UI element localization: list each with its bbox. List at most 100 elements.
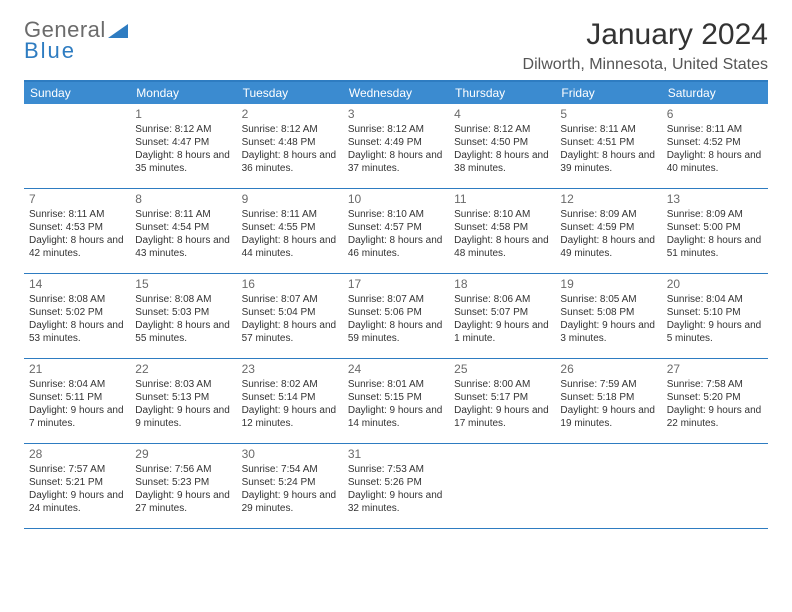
daylight-text: Daylight: 9 hours and 12 minutes. xyxy=(242,405,338,431)
sunrise-text: Sunrise: 8:04 AM xyxy=(29,379,125,392)
day-cell: 8Sunrise: 8:11 AMSunset: 4:54 PMDaylight… xyxy=(130,189,236,273)
sunrise-text: Sunrise: 8:05 AM xyxy=(560,294,656,307)
sunset-text: Sunset: 5:03 PM xyxy=(135,307,231,320)
day-number: 2 xyxy=(242,107,338,122)
daylight-text: Daylight: 8 hours and 57 minutes. xyxy=(242,320,338,346)
day-cell: 16Sunrise: 8:07 AMSunset: 5:04 PMDayligh… xyxy=(237,274,343,358)
logo-triangle-icon xyxy=(108,21,130,44)
sunset-text: Sunset: 5:21 PM xyxy=(29,477,125,490)
daylight-text: Daylight: 9 hours and 7 minutes. xyxy=(29,405,125,431)
day-cell: 4 Sunrise: 8:12 AMSunset: 4:50 PMDaylight… xyxy=(449,104,555,188)
day-cell: 28Sunrise: 7:57 AMSunset: 5:21 PMDayligh… xyxy=(24,444,130,528)
day-number: 8 xyxy=(135,192,231,207)
sunset-text: Sunset: 4:50 PM xyxy=(454,137,550,150)
week-row: 14Sunrise: 8:08 AMSunset: 5:02 PMDayligh… xyxy=(24,274,768,359)
day-number: 24 xyxy=(348,362,444,377)
sunrise-text: Sunrise: 7:58 AM xyxy=(667,379,763,392)
sunrise-text: Sunrise: 8:08 AM xyxy=(135,294,231,307)
daylight-text: Daylight: 9 hours and 24 minutes. xyxy=(29,490,125,516)
day-number: 9 xyxy=(242,192,338,207)
sunset-text: Sunset: 5:14 PM xyxy=(242,392,338,405)
daylight-text: Daylight: 8 hours and 38 minutes. xyxy=(454,150,550,176)
day-number: 26 xyxy=(560,362,656,377)
day-cell: 6Sunrise: 8:11 AMSunset: 4:52 PMDaylight… xyxy=(662,104,768,188)
daylight-text: Daylight: 9 hours and 32 minutes. xyxy=(348,490,444,516)
sunrise-text: Sunrise: 8:12 AM xyxy=(454,124,550,137)
sunrise-text: Sunrise: 8:10 AM xyxy=(454,209,550,222)
day-cell: 31Sunrise: 7:53 AMSunset: 5:26 PMDayligh… xyxy=(343,444,449,528)
day-number: 5 xyxy=(560,107,656,122)
day-number: 10 xyxy=(348,192,444,207)
sunrise-text: Sunrise: 8:03 AM xyxy=(135,379,231,392)
day-number: 16 xyxy=(242,277,338,292)
day-cell: 7Sunrise: 8:11 AMSunset: 4:53 PMDaylight… xyxy=(24,189,130,273)
day-cell: 13Sunrise: 8:09 AMSunset: 5:00 PMDayligh… xyxy=(662,189,768,273)
daylight-text: Daylight: 9 hours and 22 minutes. xyxy=(667,405,763,431)
day-number: 23 xyxy=(242,362,338,377)
day-cell: 21Sunrise: 8:04 AMSunset: 5:11 PMDayligh… xyxy=(24,359,130,443)
day-cell: 22Sunrise: 8:03 AMSunset: 5:13 PMDayligh… xyxy=(130,359,236,443)
sunset-text: Sunset: 5:10 PM xyxy=(667,307,763,320)
sunset-text: Sunset: 5:08 PM xyxy=(560,307,656,320)
day-number: 13 xyxy=(667,192,763,207)
sunrise-text: Sunrise: 8:12 AM xyxy=(135,124,231,137)
sunset-text: Sunset: 4:49 PM xyxy=(348,137,444,150)
sunset-text: Sunset: 5:00 PM xyxy=(667,222,763,235)
sunrise-text: Sunrise: 8:11 AM xyxy=(135,209,231,222)
day-cell: 9Sunrise: 8:11 AMSunset: 4:55 PMDaylight… xyxy=(237,189,343,273)
daylight-text: Daylight: 8 hours and 43 minutes. xyxy=(135,235,231,261)
sunset-text: Sunset: 5:02 PM xyxy=(29,307,125,320)
day-number: 25 xyxy=(454,362,550,377)
daylight-text: Daylight: 8 hours and 39 minutes. xyxy=(560,150,656,176)
sunrise-text: Sunrise: 8:00 AM xyxy=(454,379,550,392)
day-number: 19 xyxy=(560,277,656,292)
day-number: 12 xyxy=(560,192,656,207)
day-cell: 20Sunrise: 8:04 AMSunset: 5:10 PMDayligh… xyxy=(662,274,768,358)
sunrise-text: Sunrise: 8:07 AM xyxy=(348,294,444,307)
sunrise-text: Sunrise: 8:11 AM xyxy=(29,209,125,222)
location: Dilworth, Minnesota, United States xyxy=(523,56,768,74)
day-number: 4 xyxy=(454,107,550,122)
daylight-text: Daylight: 8 hours and 48 minutes. xyxy=(454,235,550,261)
day-number: 31 xyxy=(348,447,444,462)
weekday-sun: Sunday xyxy=(24,82,130,104)
day-number: 3 xyxy=(348,107,444,122)
daylight-text: Daylight: 8 hours and 42 minutes. xyxy=(29,235,125,261)
day-cell: 11Sunrise: 8:10 AMSunset: 4:58 PMDayligh… xyxy=(449,189,555,273)
weeks-container: 1Sunrise: 8:12 AMSunset: 4:47 PMDaylight… xyxy=(24,104,768,529)
sunset-text: Sunset: 4:53 PM xyxy=(29,222,125,235)
weekday-sat: Saturday xyxy=(662,82,768,104)
daylight-text: Daylight: 8 hours and 35 minutes. xyxy=(135,150,231,176)
daylight-text: Daylight: 9 hours and 29 minutes. xyxy=(242,490,338,516)
title-block: January 2024 Dilworth, Minnesota, United… xyxy=(523,18,768,74)
day-number: 20 xyxy=(667,277,763,292)
day-cell xyxy=(662,444,768,528)
day-number: 6 xyxy=(667,107,763,122)
day-cell: 3Sunrise: 8:12 AMSunset: 4:49 PMDaylight… xyxy=(343,104,449,188)
weekday-wed: Wednesday xyxy=(343,82,449,104)
daylight-text: Daylight: 9 hours and 14 minutes. xyxy=(348,405,444,431)
day-number: 29 xyxy=(135,447,231,462)
day-cell: 1Sunrise: 8:12 AMSunset: 4:47 PMDaylight… xyxy=(130,104,236,188)
daylight-text: Daylight: 9 hours and 3 minutes. xyxy=(560,320,656,346)
weekday-fri: Friday xyxy=(555,82,661,104)
sunset-text: Sunset: 4:52 PM xyxy=(667,137,763,150)
day-cell: 12Sunrise: 8:09 AMSunset: 4:59 PMDayligh… xyxy=(555,189,661,273)
sunrise-text: Sunrise: 8:09 AM xyxy=(667,209,763,222)
sunset-text: Sunset: 5:15 PM xyxy=(348,392,444,405)
sunset-text: Sunset: 4:57 PM xyxy=(348,222,444,235)
day-cell xyxy=(24,104,130,188)
daylight-text: Daylight: 8 hours and 36 minutes. xyxy=(242,150,338,176)
day-number: 18 xyxy=(454,277,550,292)
day-cell: 24Sunrise: 8:01 AMSunset: 5:15 PMDayligh… xyxy=(343,359,449,443)
sunrise-text: Sunrise: 8:02 AM xyxy=(242,379,338,392)
day-cell: 30Sunrise: 7:54 AMSunset: 5:24 PMDayligh… xyxy=(237,444,343,528)
day-cell: 18Sunrise: 8:06 AMSunset: 5:07 PMDayligh… xyxy=(449,274,555,358)
sunrise-text: Sunrise: 7:59 AM xyxy=(560,379,656,392)
day-cell xyxy=(555,444,661,528)
sunrise-text: Sunrise: 8:11 AM xyxy=(242,209,338,222)
logo-line2: Blue xyxy=(24,39,106,62)
sunset-text: Sunset: 4:47 PM xyxy=(135,137,231,150)
sunrise-text: Sunrise: 8:11 AM xyxy=(667,124,763,137)
month-title: January 2024 xyxy=(523,18,768,52)
